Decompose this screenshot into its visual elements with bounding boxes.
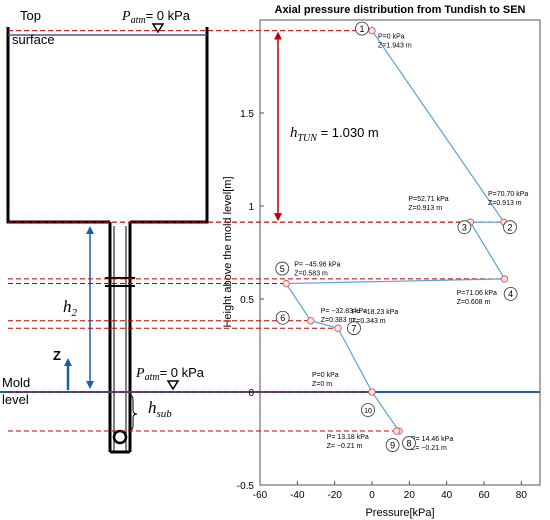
- point-annotation-9: P= 13.18 kPa Z= −0.21 m: [327, 434, 369, 450]
- point-annotation-6: P= −32.83 kPa Z=0.383 m: [321, 308, 367, 324]
- point-badge-7: [347, 321, 361, 336]
- point-marker-4: [500, 275, 509, 283]
- point-markers: [282, 26, 509, 435]
- x-tick-label: 20: [404, 490, 416, 501]
- point-badge-number: 4: [508, 289, 513, 299]
- point-marker-10: [368, 388, 376, 396]
- x-tick-label: 40: [441, 490, 453, 501]
- point-badge-number: 8: [406, 438, 411, 448]
- mold-level-label-2: level: [2, 392, 29, 407]
- point-number-badges: 1 2 3 4 5 6 7 10 8 9: [275, 21, 518, 452]
- point-annotation-3: P=52.71 kPa Z=0.913 m: [408, 196, 448, 212]
- htun-label: hTUN = 1.030 m: [290, 125, 379, 144]
- point-annotation-2: P=70.70 kPa Z=0.913 m: [488, 191, 528, 207]
- point-badge-number: 1: [359, 24, 364, 34]
- top-surface-label-1: Top: [20, 8, 41, 23]
- point-marker-9: [392, 427, 401, 435]
- tundish-wall-left: [6, 27, 110, 224]
- patm-mold-label: Patm= 0 kPa: [135, 365, 205, 383]
- y-axis-label: Height above the mold level[m]: [222, 176, 234, 327]
- point-badge-1: [355, 21, 369, 36]
- surface-triangle-icon: [151, 23, 165, 34]
- point-badge-number: 9: [390, 440, 395, 450]
- top-surface-label-2: surface: [12, 32, 55, 47]
- x-tick-label: 60: [478, 490, 490, 501]
- mold-triangle-icon: [166, 380, 180, 391]
- chart-title: Axial pressure distribution from Tundish…: [275, 4, 526, 16]
- y-ticks: -0.5 0 0.5 1 1.5: [237, 109, 264, 492]
- point-badge-4: [503, 287, 518, 301]
- point-badge-number: 7: [351, 323, 356, 333]
- sen-port: [112, 429, 128, 445]
- y-tick-label: 0.5: [240, 295, 254, 306]
- point-annotation-4: P=71.06 kPa Z=0.608 m: [457, 290, 497, 306]
- y-tick-label: 1.5: [240, 109, 254, 120]
- point-annotation-1: P=0 kPa Z=1.943 m: [378, 34, 412, 50]
- x-axis-label: Pressure[kPa]: [365, 507, 434, 519]
- x-tick-label: -20: [327, 490, 342, 501]
- point-badge-10: [361, 403, 375, 417]
- point-badge-8: [402, 436, 416, 450]
- x-tick-label: 80: [516, 490, 528, 501]
- point-annotation-5: P= −45.96 kPa Z=0.583 m: [294, 262, 340, 278]
- point-badge-number: 2: [507, 222, 512, 232]
- point-badge-number: 5: [280, 264, 285, 274]
- tundish-wall-right: [130, 27, 209, 224]
- x-tick-label: 0: [369, 490, 375, 501]
- y-tick-label: 1: [248, 202, 254, 213]
- hsub-brace: [128, 394, 138, 431]
- slide-gate: [105, 277, 135, 287]
- mold-level-label-1: Mold: [2, 375, 30, 390]
- point-annotation-8: P= 14.46 kPa Z= −0.21 m: [411, 436, 453, 452]
- point-annotation-10: P=0 kPa Z=0 m: [312, 372, 339, 388]
- y-tick-label: -0.5: [237, 481, 255, 492]
- plot-frame: [259, 19, 541, 486]
- point-badge-number: 3: [462, 222, 467, 232]
- point-badge-number: 10: [364, 408, 372, 415]
- pressure-series-line: [285, 30, 506, 432]
- reference-dashed-lines: [8, 30, 505, 432]
- point-badge-9: [385, 438, 400, 452]
- point-badge-3: [457, 220, 472, 235]
- h2-label: h2: [63, 297, 78, 319]
- point-badge-2: [503, 220, 517, 235]
- x-tick-label: -40: [290, 490, 305, 501]
- y-tick-label: 0: [248, 388, 254, 399]
- tundish-schematic: Z Top surface Patm= 0 kPa h2 Patm= 0 kPa…: [0, 8, 540, 454]
- point-marker-5: [282, 279, 290, 288]
- point-marker-6: [307, 317, 315, 325]
- pressure-chart: Axial pressure distribution from Tundish…: [8, 4, 541, 519]
- point-annotation-7: P= −18.23 kPa Z=0.343 m: [352, 309, 398, 325]
- point-annotations: P=0 kPa Z=1.943 m P=70.70 kPa Z=0.913 m P=52…: [294, 34, 528, 452]
- patm-top-label: Patm= 0 kPa: [121, 8, 191, 26]
- point-marker-7: [334, 324, 342, 332]
- z-axis-label: Z: [53, 348, 61, 363]
- x-ticks: -60 -40 -20 0 20 40 60 80: [253, 481, 528, 501]
- x-tick-label: -60: [253, 490, 268, 501]
- point-badge-5: [275, 261, 290, 276]
- point-marker-1: [368, 26, 376, 35]
- hsub-label: hsub: [148, 398, 172, 420]
- point-badge-6: [275, 310, 290, 325]
- point-badge-number: 6: [280, 313, 285, 323]
